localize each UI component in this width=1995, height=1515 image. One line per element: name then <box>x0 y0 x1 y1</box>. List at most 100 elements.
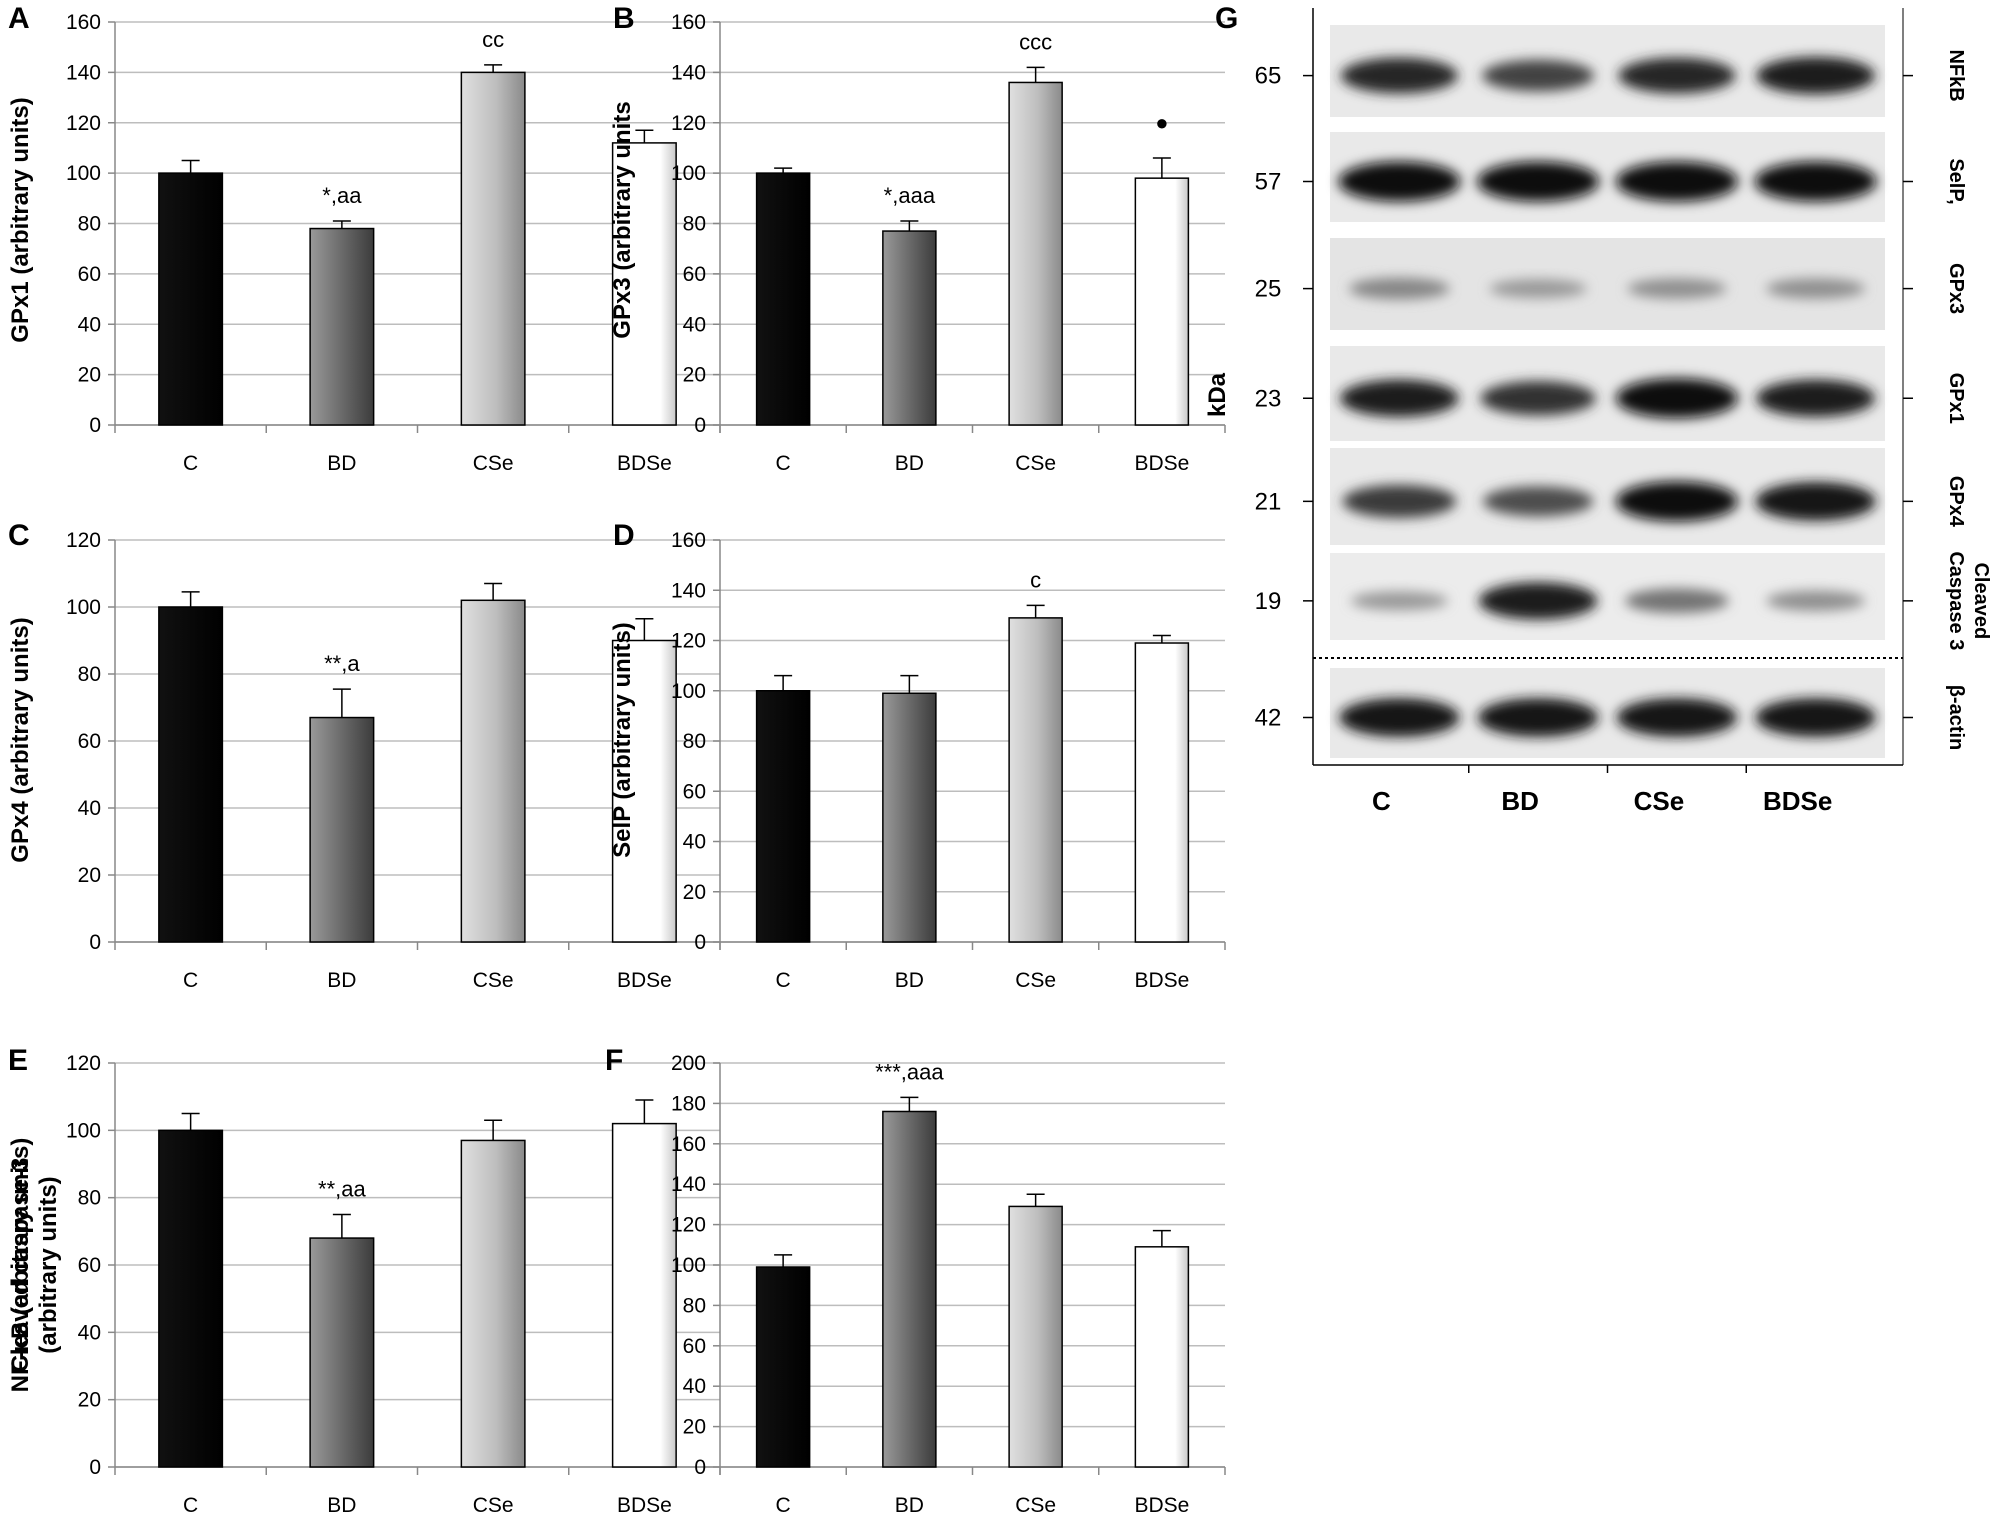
category-label: BDSe <box>617 969 672 992</box>
significance-label: *,aa <box>322 183 362 208</box>
y-tick-label: 60 <box>683 1335 706 1358</box>
y-tick-label: 120 <box>66 112 101 135</box>
bar-cse <box>1008 81 1063 426</box>
y-tick-label: 40 <box>78 1321 101 1344</box>
significance-label: *,aaa <box>884 183 936 208</box>
protein-label: GPx3 <box>1945 263 1967 314</box>
y-tick-label: 160 <box>671 1133 706 1156</box>
y-tick-label: 120 <box>671 112 706 135</box>
y-tick-label: 20 <box>683 881 706 904</box>
y-tick-label: 0 <box>694 414 706 437</box>
y-tick-label: 0 <box>89 931 101 954</box>
kda-label: 25 <box>1255 276 1282 303</box>
blot-row: 25 GPx3 <box>1255 238 1967 330</box>
protein-band <box>1615 481 1738 522</box>
bar-cse <box>460 599 526 943</box>
y-tick-label: 20 <box>683 1416 706 1439</box>
protein-band <box>1755 698 1876 737</box>
y-tick-label: 100 <box>671 162 706 185</box>
protein-band <box>1756 57 1876 95</box>
y-tick-label: 100 <box>671 1254 706 1277</box>
protein-band <box>1477 698 1599 737</box>
protein-band <box>1489 279 1587 299</box>
protein-band <box>1338 161 1461 202</box>
bar-bdse <box>1134 642 1190 943</box>
significance-label: ***,aaa <box>875 1059 944 1084</box>
y-tick-label: 120 <box>671 1214 706 1237</box>
kda-label: 42 <box>1255 705 1282 732</box>
protein-label: NFkB <box>1945 49 1967 101</box>
y-axis-label: (arbitrary units) <box>35 1176 62 1353</box>
category-label: BD <box>895 969 924 992</box>
category-label: BDSe <box>1134 969 1189 992</box>
category-label: BD <box>327 452 356 475</box>
significance-label: **,aa <box>318 1177 366 1202</box>
y-tick-label: 80 <box>683 213 706 236</box>
category-label: C <box>776 1494 791 1515</box>
protein-label: Cleaved <box>1970 562 1992 639</box>
category-label: C <box>776 969 791 992</box>
protein-band <box>1627 278 1727 299</box>
y-axis-label: GPx1 (arbitrary units) <box>7 97 34 342</box>
y-tick-label: 120 <box>66 1052 101 1075</box>
y-tick-label: 40 <box>78 797 101 820</box>
protein-band <box>1342 484 1457 518</box>
y-tick-label: 80 <box>78 1187 101 1210</box>
lane-label: C <box>1372 786 1391 816</box>
y-tick-label: 60 <box>683 780 706 803</box>
y-tick-label: 0 <box>694 1456 706 1479</box>
y-tick-label: 20 <box>78 364 101 387</box>
category-label: BDSe <box>1134 1494 1189 1515</box>
bar-bdse <box>611 142 677 426</box>
kda-axis-label: kDa <box>1204 372 1231 417</box>
y-tick-label: 80 <box>683 730 706 753</box>
bar-c <box>755 172 811 426</box>
y-tick-label: 100 <box>66 1119 101 1142</box>
category-label: C <box>183 969 198 992</box>
protein-band <box>1349 277 1450 300</box>
protein-band <box>1756 379 1876 417</box>
y-tick-label: 40 <box>683 831 706 854</box>
panel-letter: D <box>613 519 635 552</box>
y-tick-label: 40 <box>683 1375 706 1398</box>
y-tick-label: 20 <box>683 364 706 387</box>
bar-charts: A 0 20 40 60 80 100 120 140 160 GPx1 (arbitrary un… <box>7 2 1226 1515</box>
protein-band <box>1339 379 1459 417</box>
y-tick-label: 80 <box>78 213 101 236</box>
bar-bdse <box>1134 177 1190 426</box>
protein-band <box>1339 698 1460 737</box>
protein-band <box>1766 278 1866 299</box>
y-tick-label: 140 <box>671 579 706 602</box>
y-tick-label: 140 <box>671 1173 706 1196</box>
y-tick-label: 120 <box>671 630 706 653</box>
protein-label: GPx1 <box>1945 373 1967 424</box>
bar-bdse <box>611 1122 677 1468</box>
protein-band <box>1754 161 1877 202</box>
y-axis-label: GPx4 (arbitrary units) <box>7 617 34 862</box>
y-tick-label: 40 <box>683 313 706 336</box>
kda-label: 57 <box>1255 169 1282 196</box>
significance-label: cc <box>482 27 504 52</box>
bar-cse <box>1008 1205 1063 1468</box>
category-label: BDSe <box>617 452 672 475</box>
y-tick-label: 140 <box>66 61 101 84</box>
y-axis-label: NF-κB (arbitrary units) <box>7 1138 34 1393</box>
bar-c <box>158 172 224 426</box>
category-label: CSe <box>1015 969 1056 992</box>
protein-band <box>1755 482 1876 521</box>
protein-band <box>1482 486 1594 517</box>
protein-label: SelP, <box>1945 158 1967 204</box>
panel-letter: A <box>8 2 30 35</box>
kda-label: 19 <box>1255 588 1282 615</box>
chart-b: B 0 20 40 60 80 100 120 140 160 GPx3 (arbitrary un… <box>609 2 1226 475</box>
y-axis-label: Cleaved caspase-3 <box>7 1158 34 1373</box>
bar-bd <box>309 716 375 943</box>
bar-bd <box>309 227 375 426</box>
kda-label: 23 <box>1255 385 1282 412</box>
y-tick-label: 0 <box>89 1456 101 1479</box>
panel-letter: F <box>605 1044 623 1077</box>
y-tick-label: 100 <box>671 680 706 703</box>
